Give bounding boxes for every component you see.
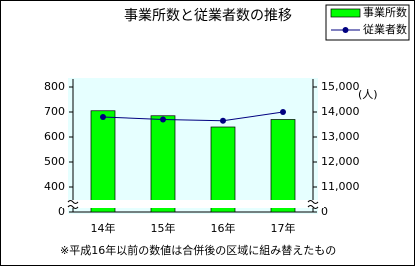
line-point bbox=[100, 114, 106, 120]
y2-tick-label: 14,000 bbox=[321, 105, 360, 118]
y2-tick-label: 12,000 bbox=[321, 155, 360, 168]
bar bbox=[210, 126, 236, 213]
line-point bbox=[220, 117, 226, 124]
legend-swatch bbox=[342, 27, 349, 33]
y2-tick-label: 0 bbox=[321, 205, 328, 218]
y-tick-label: 700 bbox=[44, 105, 65, 118]
x-tick-label: 17年 bbox=[271, 221, 296, 235]
y-tick-label: 0 bbox=[58, 205, 65, 218]
y2-axis-label: (人) bbox=[358, 88, 378, 101]
y2-tick-label: 13,000 bbox=[321, 130, 360, 143]
chart-title: 事業所数と従業者数の推移 bbox=[124, 8, 292, 24]
axis-break-band bbox=[62, 200, 324, 208]
legend bbox=[325, 4, 410, 41]
bar bbox=[150, 115, 176, 213]
y-tick-label: 600 bbox=[44, 130, 65, 143]
y-tick-label: 400 bbox=[44, 180, 65, 193]
legend-label: 従業者数 bbox=[363, 23, 407, 36]
axis-break-mark bbox=[67, 200, 79, 209]
x-tick-label: 16年 bbox=[211, 221, 236, 235]
line bbox=[102, 111, 284, 122]
bar bbox=[90, 110, 116, 213]
y2-tick-label: 15,000 bbox=[321, 80, 360, 93]
x-tick-label: 14年 bbox=[91, 221, 116, 235]
x-tick-label: 15年 bbox=[151, 221, 176, 235]
y-tick-label: 500 bbox=[44, 155, 65, 168]
legend-swatch bbox=[330, 8, 361, 18]
line-point bbox=[160, 116, 166, 123]
axis-break-mark bbox=[307, 200, 319, 209]
y-tick-label: 800 bbox=[44, 80, 65, 93]
footnote: ※平成16年以前の数値は合併後の区域に組み替えたもの bbox=[60, 243, 336, 257]
bar bbox=[270, 119, 296, 213]
y2-tick-label: 11,000 bbox=[321, 180, 360, 193]
line-point bbox=[280, 109, 286, 115]
legend-label: 事業所数 bbox=[363, 6, 407, 19]
